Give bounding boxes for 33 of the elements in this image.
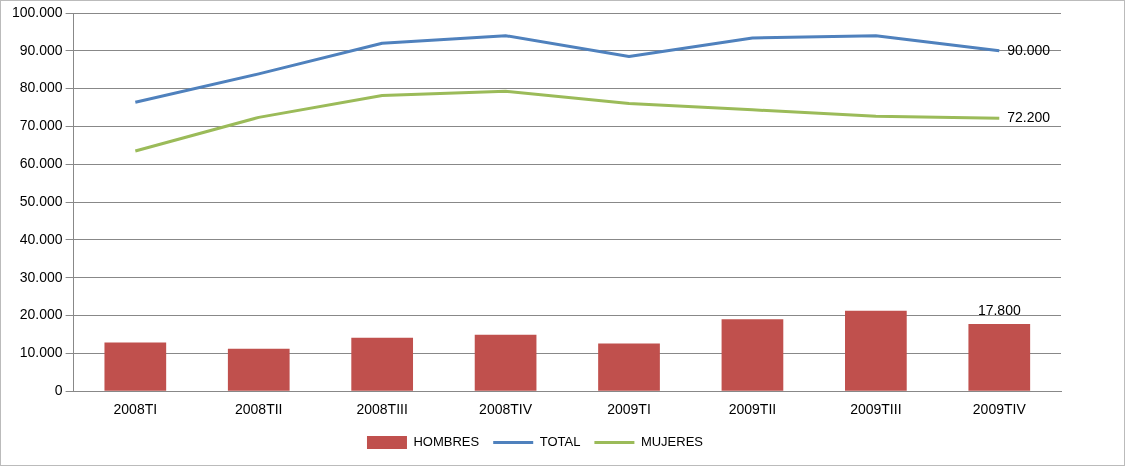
bar: [845, 310, 907, 391]
x-tick-label: 2008TII: [235, 401, 283, 418]
data-label: 72.200: [1007, 109, 1051, 125]
y-tick-label: 80.000: [19, 79, 63, 96]
bar: [968, 323, 1031, 391]
bar: [474, 334, 537, 391]
x-tick-label: 2009TI: [607, 401, 651, 418]
y-tick-label: 20.000: [19, 306, 63, 323]
y-tick-label: 90.000: [19, 41, 63, 58]
legend-label: HOMBRES: [413, 434, 480, 450]
bar: [598, 343, 660, 391]
x-tick-label: 2009TIII: [850, 401, 902, 418]
y-tick-label: 100.000: [12, 3, 63, 20]
legend-label: TOTAL: [539, 434, 581, 450]
data-label: 17.800: [977, 301, 1021, 318]
y-tick-label: 70.000: [19, 117, 63, 134]
x-tick-label: 2008TI: [113, 401, 158, 418]
legend-label: MUJERES: [640, 434, 704, 450]
y-tick-label: 60.000: [19, 155, 63, 172]
bar: [227, 348, 290, 391]
y-tick-label: 40.000: [19, 230, 63, 247]
y-tick-label: 10.000: [19, 344, 63, 361]
y-tick-label: 30.000: [19, 268, 63, 285]
y-tick-label: 0: [54, 382, 63, 399]
bar: [721, 319, 784, 391]
x-tick-label: 2009TII: [728, 401, 777, 418]
y-tick-label: 50.000: [19, 192, 63, 209]
bar: [351, 337, 414, 391]
x-tick-label: 2008TIII: [356, 401, 408, 418]
x-tick-label: 2008TIV: [479, 401, 533, 418]
data-label: 90.000: [1007, 41, 1051, 58]
bar: [104, 342, 167, 391]
x-tick-label: 2009TIV: [972, 401, 1027, 418]
